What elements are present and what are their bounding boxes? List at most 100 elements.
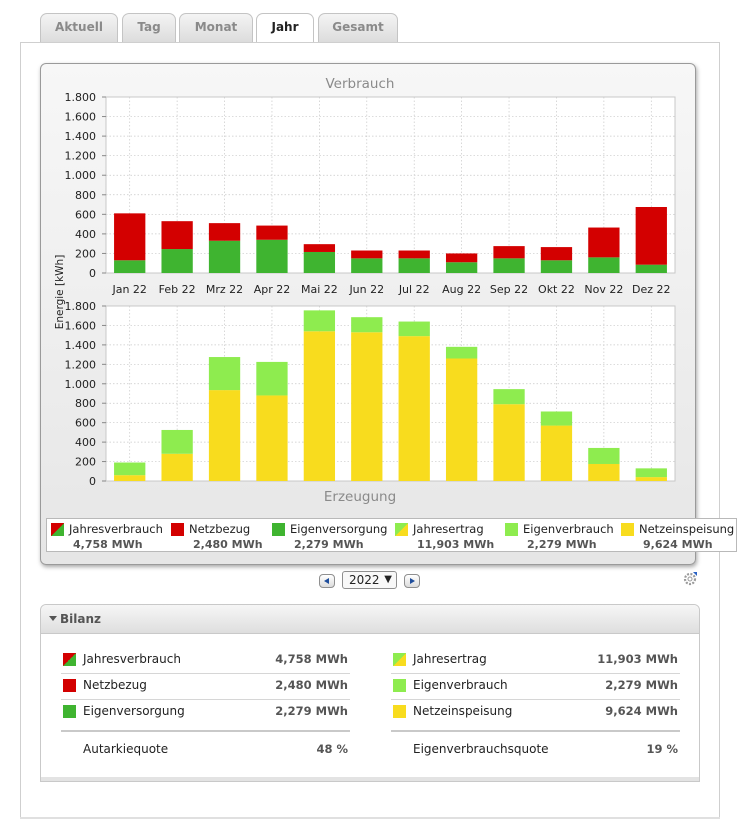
tab-aktuell[interactable]: Aktuell <box>40 13 118 42</box>
row-label: Autarkiequote <box>83 742 169 756</box>
x-tick-label: Mai 22 <box>301 283 338 296</box>
settings-gear-icon[interactable] <box>683 570 699 586</box>
bilanz-row-jahresertrag: Jahresertrag 11,903 MWh <box>391 649 680 674</box>
bar-eigenversorgung <box>540 260 573 273</box>
bar-eigenversorgung <box>114 260 146 273</box>
legend-swatch <box>171 523 184 536</box>
bar-netzeinspeisung <box>303 331 336 481</box>
bar-eigenverbrauch <box>351 317 383 333</box>
x-tick-label: Sep 22 <box>490 283 528 296</box>
bar-netzeinspeisung <box>588 463 620 481</box>
bar-netzbezug <box>493 246 525 259</box>
legend-value: 9,624 MWh <box>643 538 713 551</box>
chevron-right-icon <box>410 577 415 584</box>
y-tick-label: 400 <box>75 436 96 449</box>
y-tick-label: 200 <box>75 247 96 260</box>
bar-eigenverbrauch <box>635 468 667 478</box>
bar-netzbezug <box>635 207 667 265</box>
bar-eigenversorgung <box>398 258 430 273</box>
row-value: 48 % <box>316 742 348 756</box>
x-tick-label: Okt 22 <box>538 283 575 296</box>
bar-netzeinspeisung <box>208 390 241 481</box>
row-value: 2,480 MWh <box>275 678 348 692</box>
bar-eigenverbrauch <box>540 411 573 426</box>
tab-tag[interactable]: Tag <box>122 13 176 42</box>
bar-netzbezug <box>398 250 430 259</box>
next-year-button[interactable] <box>404 574 420 588</box>
plot-area-verbrauch <box>105 96 676 274</box>
legend-label: Eigenverbrauch <box>523 522 614 536</box>
bilanz-section: Bilanz Jahresverbrauch 4,758 MWh Netzbez… <box>40 604 700 782</box>
row-label: Eigenversorgung <box>83 704 185 718</box>
bar-netzbezug <box>114 213 146 261</box>
tab-gesamt[interactable]: Gesamt <box>318 13 398 42</box>
year-select[interactable]: 2022 ▼ <box>342 571 397 589</box>
chart-title-verbrauch: Verbrauch <box>326 76 395 92</box>
divider <box>20 817 720 819</box>
legend-label: Netzbezug <box>189 522 251 536</box>
bar-netzeinspeisung <box>540 425 573 481</box>
x-tick-label: Dez 22 <box>632 283 671 296</box>
bilanz-row-eigenverbrauch: Eigenverbrauch 2,279 MWh <box>391 675 680 700</box>
chevron-left-icon <box>324 577 329 584</box>
y-tick-label: 1.200 <box>65 358 97 371</box>
y-tick-label: 600 <box>75 208 96 221</box>
bilanz-row-eigenverbrauchsquote: Eigenverbrauchsquote 19 % <box>391 739 680 764</box>
row-value: 2,279 MWh <box>275 704 348 718</box>
y-tick-label: 1.400 <box>65 339 97 352</box>
collapse-triangle-icon <box>49 616 57 621</box>
legend-swatch <box>505 523 518 536</box>
chevron-down-icon: ▼ <box>384 574 392 585</box>
bilanz-row-eigenversorgung: Eigenversorgung 2,279 MWh <box>61 701 350 726</box>
legend-value: 4,758 MWh <box>73 538 143 551</box>
bar-netzbezug <box>540 247 573 261</box>
bar-netzbezug <box>445 253 478 263</box>
y-tick-label: 1.400 <box>65 130 97 143</box>
row-label: Eigenverbrauchsquote <box>413 742 549 756</box>
x-tick-label: Apr 22 <box>254 283 291 296</box>
y-tick-label: 1.600 <box>65 319 97 332</box>
x-tick-label: Jun 22 <box>348 283 384 296</box>
previous-year-button[interactable] <box>319 574 335 588</box>
bar-netzbezug <box>161 221 193 250</box>
bar-eigenverbrauch <box>303 310 336 332</box>
bilanz-footer <box>41 777 699 781</box>
bar-eigenverbrauch <box>493 389 525 405</box>
bar-eigenverbrauch <box>256 361 288 396</box>
bar-eigenversorgung <box>445 262 478 273</box>
tab-monat[interactable]: Monat <box>179 13 253 42</box>
divider <box>391 730 680 732</box>
bar-eigenversorgung <box>588 257 620 273</box>
y-tick-label: 1.800 <box>65 91 97 104</box>
x-tick-label: Jul 22 <box>398 283 430 296</box>
row-label: Jahresertrag <box>413 652 487 666</box>
bar-eigenverbrauch <box>398 321 430 337</box>
legend-value: 2,279 MWh <box>294 538 364 551</box>
legend-label: Eigenversorgung <box>290 522 388 536</box>
bar-netzbezug <box>351 250 383 259</box>
x-tick-label: Nov 22 <box>584 283 623 296</box>
legend-value: 2,480 MWh <box>193 538 263 551</box>
bilanz-header[interactable]: Bilanz <box>41 605 699 634</box>
bilanz-title: Bilanz <box>60 612 101 626</box>
y-tick-label: 800 <box>75 189 96 202</box>
legend-label: Netzeinspeisung <box>639 522 735 536</box>
y-tick-label: 0 <box>89 475 96 488</box>
bar-netzbezug <box>256 225 288 240</box>
x-tick-label: Mrz 22 <box>206 283 243 296</box>
bar-eigenversorgung <box>161 249 193 273</box>
y-tick-label: 1.600 <box>65 111 97 124</box>
bar-netzeinspeisung <box>161 453 193 481</box>
row-value: 19 % <box>646 742 678 756</box>
bilanz-row-autarkiequote: Autarkiequote 48 % <box>61 739 350 764</box>
tab-jahr[interactable]: Jahr <box>256 13 314 43</box>
row-value: 4,758 MWh <box>275 652 348 666</box>
y-tick-label: 1.200 <box>65 150 97 163</box>
bar-eigenverbrauch <box>445 346 478 359</box>
y-tick-label: 600 <box>75 417 96 430</box>
row-label: Eigenverbrauch <box>413 678 508 692</box>
row-value: 2,279 MWh <box>605 678 678 692</box>
legend-value: 2,279 MWh <box>527 538 597 551</box>
bar-eigenverbrauch <box>588 447 620 464</box>
bar-netzeinspeisung <box>398 336 430 481</box>
